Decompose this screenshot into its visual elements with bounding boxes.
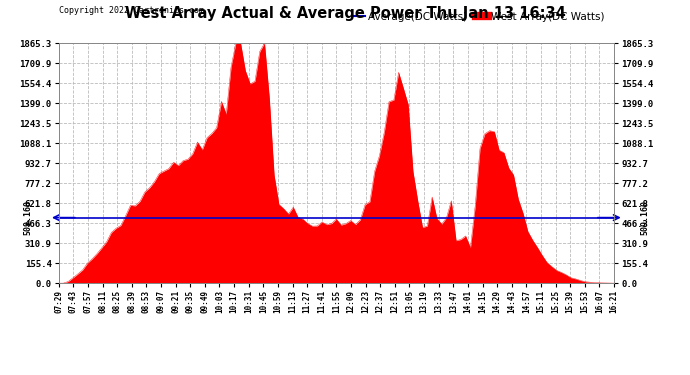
Text: 509.160: 509.160 — [23, 200, 32, 235]
Text: 509.160: 509.160 — [640, 200, 649, 235]
Text: Copyright 2022 Cartronics.com: Copyright 2022 Cartronics.com — [59, 6, 204, 15]
Text: West Array Actual & Average Power Thu Jan 13 16:34: West Array Actual & Average Power Thu Ja… — [125, 6, 565, 21]
Legend: Average(DC Watts), West Array(DC Watts): Average(DC Watts), West Array(DC Watts) — [348, 8, 609, 26]
